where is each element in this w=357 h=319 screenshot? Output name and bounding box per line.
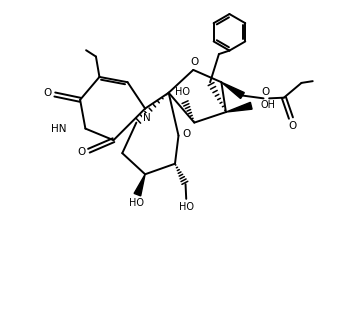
- Text: O: O: [182, 129, 190, 139]
- Text: O: O: [190, 57, 198, 67]
- Polygon shape: [221, 82, 244, 99]
- Text: HO: HO: [175, 87, 190, 97]
- Text: OH: OH: [260, 100, 275, 110]
- Text: N: N: [143, 113, 151, 123]
- Text: N: N: [143, 113, 151, 123]
- Polygon shape: [226, 102, 252, 112]
- Text: HN: HN: [51, 124, 66, 134]
- Polygon shape: [134, 174, 145, 196]
- Text: HO: HO: [129, 198, 144, 208]
- Text: O: O: [288, 121, 297, 131]
- Text: O: O: [262, 87, 270, 97]
- Text: O: O: [78, 147, 86, 158]
- Text: O: O: [44, 88, 52, 98]
- Text: HO: HO: [180, 202, 195, 212]
